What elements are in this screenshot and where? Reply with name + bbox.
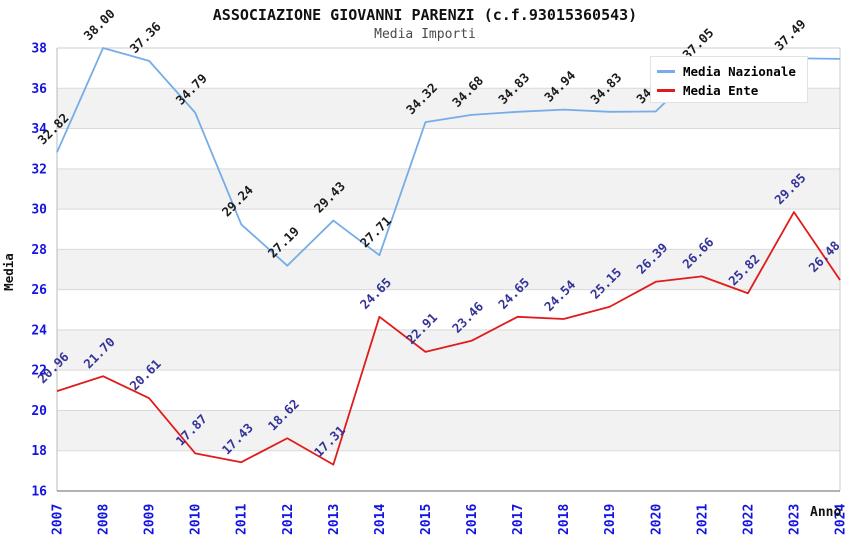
x-tick-label: 2009 <box>143 504 158 535</box>
x-axis-title: Anno <box>810 505 841 520</box>
data-label: 38.00 <box>81 6 118 43</box>
series-line-media-ente <box>56 211 841 466</box>
y-tick-label: 36 <box>31 82 47 97</box>
x-tick-label: 2021 <box>695 504 710 535</box>
plot-band <box>57 249 840 290</box>
plot-band <box>57 410 840 451</box>
legend-line-sample-ente-icon <box>657 89 675 92</box>
y-tick-label: 34 <box>31 122 47 137</box>
x-tick-label: 2013 <box>327 504 342 535</box>
x-tick-label: 2012 <box>281 504 296 535</box>
x-tick-label: 2010 <box>189 504 204 535</box>
y-tick-label: 20 <box>31 404 47 419</box>
x-tick-label: 2008 <box>97 504 112 535</box>
y-tick-label: 32 <box>31 162 47 177</box>
y-tick-label: 38 <box>31 42 47 57</box>
x-tick-label: 2007 <box>51 504 66 535</box>
plot-band <box>57 450 840 491</box>
x-tick-label: 2018 <box>557 504 572 535</box>
y-tick-label: 24 <box>31 323 47 338</box>
x-tick-label: 2019 <box>603 504 618 535</box>
x-tick-label: 2020 <box>649 504 664 535</box>
legend: Media Nazionale Media Ente <box>650 56 808 103</box>
plot-band <box>57 329 840 371</box>
plot-band <box>57 370 840 411</box>
y-axis-title: Media <box>1 253 16 291</box>
y-tick-label: 26 <box>31 283 47 298</box>
plot-band <box>57 289 840 330</box>
y-tick-label: 22 <box>31 364 47 379</box>
y-tick-label: 16 <box>31 485 47 500</box>
legend-label-ente: Media Ente <box>683 83 759 98</box>
x-tick-label: 2022 <box>741 504 756 535</box>
x-tick-label: 2023 <box>787 504 802 535</box>
plot-band <box>57 168 840 210</box>
x-tick-label: 2015 <box>419 504 434 535</box>
x-tick-label: 2016 <box>465 504 480 535</box>
plot-band <box>57 209 840 250</box>
x-tick-label: 2011 <box>235 504 250 535</box>
chart-subtitle: Media Importi <box>374 27 476 42</box>
x-tick-label: 2024 <box>834 504 849 535</box>
chart-title: ASSOCIAZIONE GIOVANNI PARENZI (c.f.93015… <box>212 6 638 24</box>
y-tick-label: 18 <box>31 444 47 459</box>
y-tick-label: 28 <box>31 243 47 258</box>
legend-line-sample-nazionale-icon <box>657 70 675 73</box>
x-tick-label: 2017 <box>511 504 526 535</box>
x-tick-label: 2014 <box>373 504 388 535</box>
legend-item-media-ente: Media Ente <box>651 81 807 100</box>
plot-band <box>57 128 840 169</box>
legend-item-media-nazionale: Media Nazionale <box>651 62 807 81</box>
y-tick-label: 30 <box>31 203 47 218</box>
legend-label-nazionale: Media Nazionale <box>683 64 796 79</box>
